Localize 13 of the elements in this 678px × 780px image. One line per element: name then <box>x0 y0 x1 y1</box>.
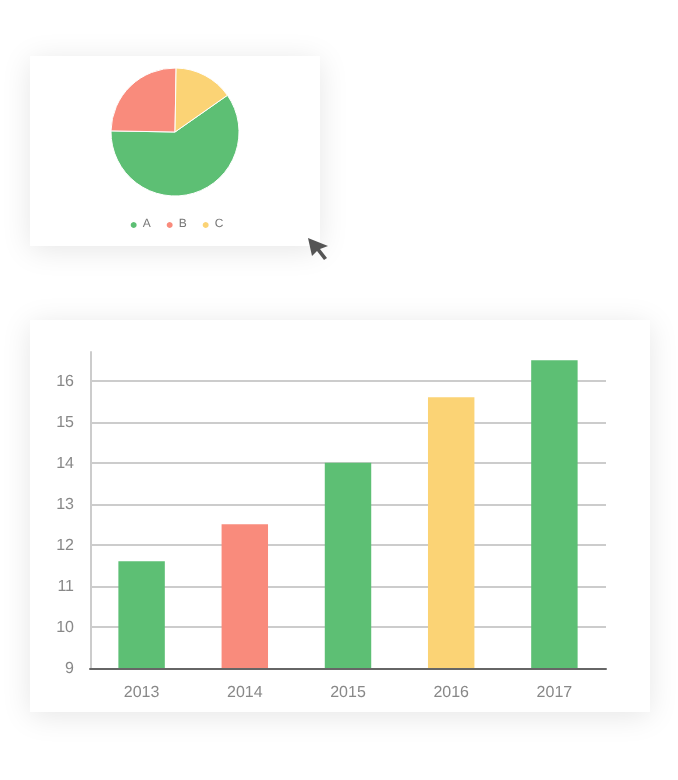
y-tick-label: 12 <box>56 535 76 554</box>
y-tick-label: 10 <box>56 617 76 636</box>
y-tick-label: 11 <box>57 576 76 595</box>
x-tick-label: 2017 <box>536 683 574 701</box>
y-tick-label: 14 <box>56 453 76 472</box>
x-tick-label: 2014 <box>227 683 264 701</box>
y-tick-label: 13 <box>56 494 76 513</box>
x-tick-label: 2016 <box>433 683 471 701</box>
y-tick-label: 9 <box>65 659 76 677</box>
x-tick-label: 2013 <box>123 683 161 701</box>
y-tick-label: 15 <box>56 412 76 431</box>
x-tick-label: 2015 <box>330 683 367 701</box>
y-tick-label: 16 <box>56 371 76 390</box>
